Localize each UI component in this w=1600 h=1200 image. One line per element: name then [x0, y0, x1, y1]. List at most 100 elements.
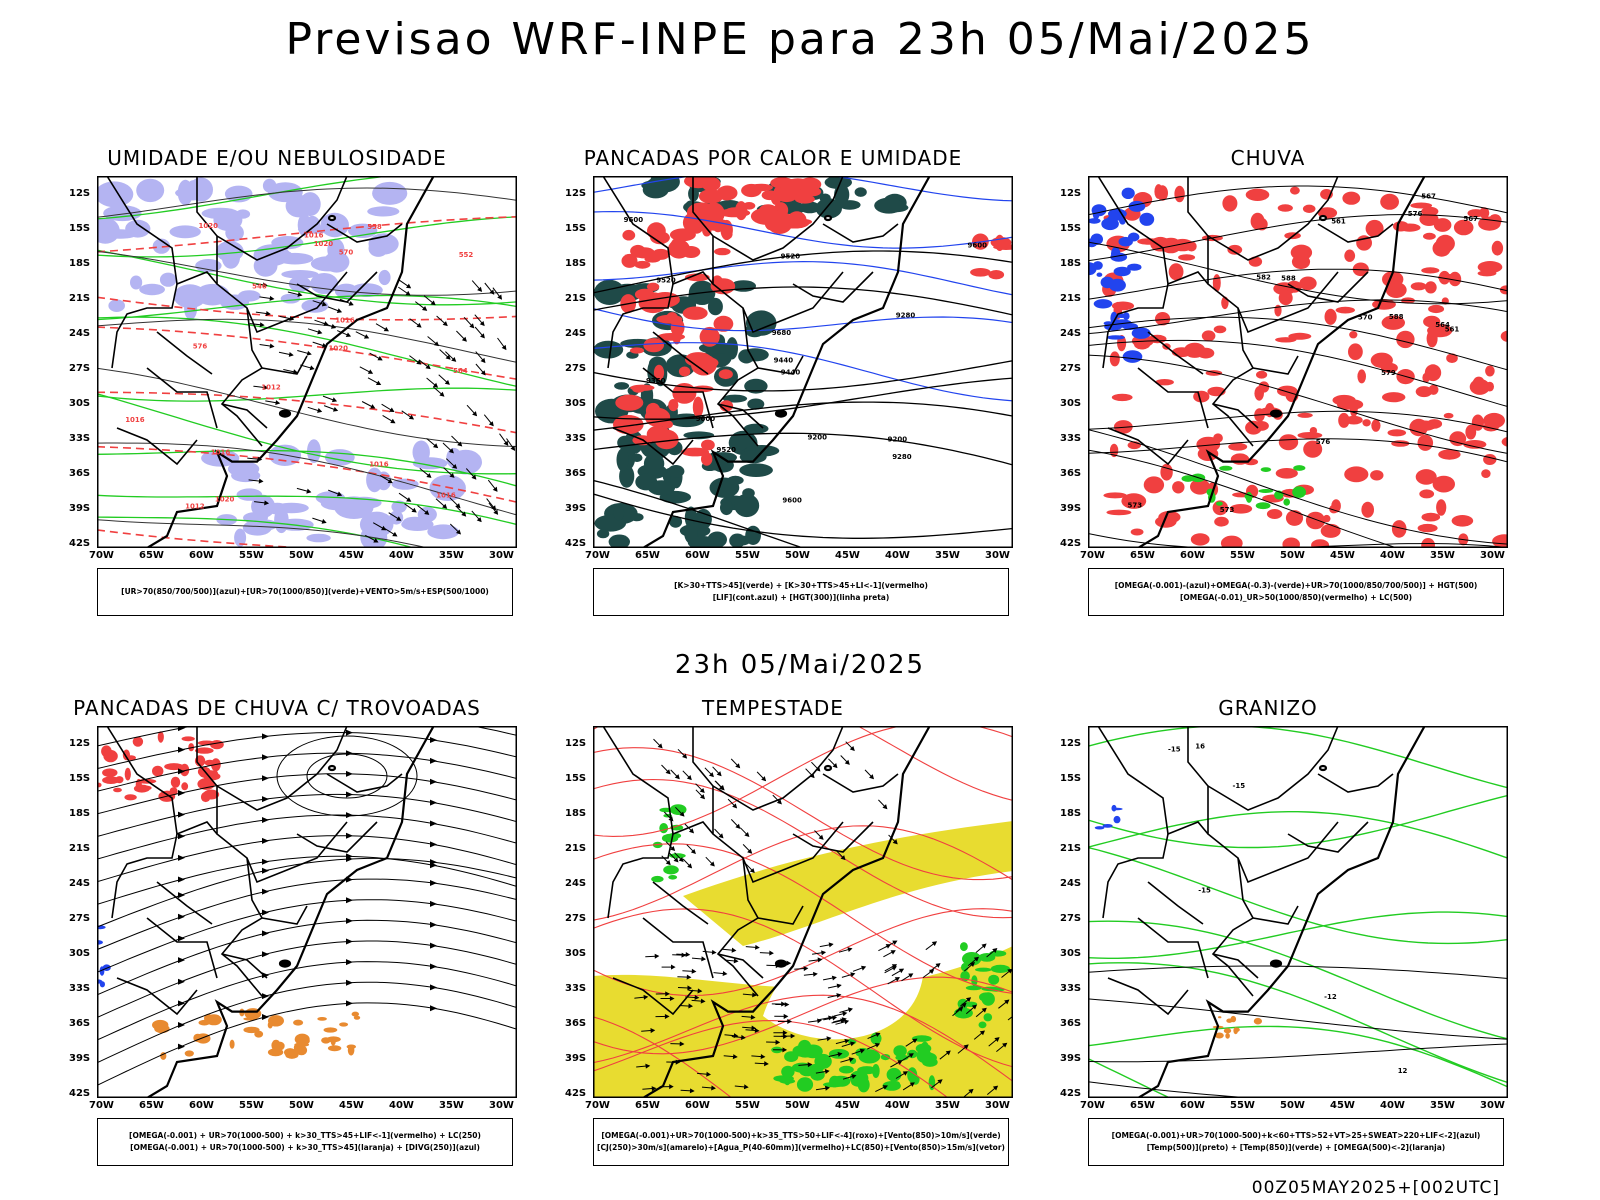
lon-tick-label: 60W: [189, 1100, 214, 1111]
lat-tick-label: 39S: [1060, 1053, 1082, 1064]
lon-tick-label: 70W: [89, 1100, 114, 1111]
lat-tick-label: 33S: [69, 433, 91, 444]
atlantic-coastline: [146, 176, 435, 548]
contour-label: 588: [1389, 313, 1404, 321]
legend-line: [Temp(500)](preto) + [Temp(850)](verde) …: [1146, 1143, 1446, 1152]
lifted-index-contours: [593, 176, 1013, 402]
lat-tick-label: 12S: [1060, 188, 1082, 199]
contour-label: 546: [252, 283, 267, 291]
lon-tick-label: 50W: [785, 1100, 810, 1111]
lat-tick-label: 18S: [69, 808, 91, 819]
contour-label: 570: [339, 249, 354, 257]
contour-label: 1016: [211, 449, 231, 457]
contour-label: 1016: [335, 317, 355, 325]
lon-tick-label: 50W: [1280, 1100, 1305, 1111]
legend-box: [K>30+TTS>45](verde) + [K>30+TTS>45+LI<-…: [593, 568, 1009, 616]
contour-label: 9520: [781, 253, 801, 261]
contour-label: 9280: [896, 311, 916, 319]
contour-label: 570: [1358, 313, 1373, 321]
lat-tick-label: 12S: [69, 738, 91, 749]
pressure-contours: [97, 187, 517, 548]
contour-label: 564: [453, 367, 468, 375]
geography: [97, 726, 435, 1098]
contour-label: 573: [1128, 502, 1143, 510]
legend-line: [OMEGA(-0.001)+UR>70(1000-500)+k>35_TTS>…: [601, 1131, 1001, 1140]
legend-line: [OMEGA(-0.001) + UR>70(1000-500) + k>30_…: [129, 1131, 481, 1140]
lon-tick-label: 40W: [1380, 1100, 1405, 1111]
lon-tick-label: 50W: [785, 550, 810, 561]
contour-label: 561: [1445, 326, 1460, 334]
lon-tick-label: 40W: [1380, 550, 1405, 561]
lat-tick-label: 18S: [69, 258, 91, 269]
lat-tick-label: 21S: [565, 843, 587, 854]
lat-tick-label: 42S: [69, 538, 91, 549]
lon-tick-label: 30W: [1480, 1100, 1505, 1111]
forecast-date: 23h 05/Mai/2025: [674, 650, 926, 680]
contour-label: -15: [1198, 887, 1211, 895]
lon-tick-label: 35W: [1430, 1100, 1455, 1111]
legend-line: [OMEGA(-0.001) + UR>70(1000-500) + k>30_…: [130, 1143, 480, 1152]
streamlines-250: [97, 726, 517, 1086]
lat-tick-label: 27S: [69, 913, 91, 924]
geography: [1088, 726, 1426, 1098]
contour-label: 1016: [125, 416, 145, 424]
legend-box: [OMEGA(-0.001)+UR>70(1000-500)+k<60+TTS>…: [1088, 1118, 1504, 1166]
contour-label: 567: [1421, 193, 1436, 201]
lagoa-dos-patos: [774, 409, 788, 418]
wind-vectors: [247, 279, 516, 543]
lon-tick-label: 60W: [685, 550, 710, 561]
contour-label: 576: [1316, 438, 1331, 446]
contour-label: 1020: [199, 222, 219, 230]
jet-stream-area: [593, 821, 1013, 1098]
lat-tick-label: 18S: [565, 258, 587, 269]
contour-label: 573: [1220, 506, 1235, 514]
lat-tick-label: 18S: [1060, 258, 1082, 269]
thickness-contours: [97, 216, 517, 548]
map-frame: [1088, 176, 1508, 548]
lagoa-dos-patos: [278, 959, 292, 968]
lon-tick-label: 70W: [1080, 1100, 1105, 1111]
panel-tempestade: TEMPESTADE 12S 15S 18S 21S 24S 27S 30S 33S 36S 39S…: [553, 696, 1013, 1196]
temp850-contours: [1088, 726, 1508, 1098]
lon-tick-label: 40W: [885, 1100, 910, 1111]
panel-title: GRANIZO: [1218, 696, 1318, 720]
humidity-low-contours: [97, 176, 517, 548]
contour-label: 1016: [304, 232, 324, 240]
lat-tick-label: 33S: [1060, 433, 1082, 444]
map-plot: 1012 1012 1016 1016 1020 1016 1020 1020 1016 1020…: [97, 176, 517, 548]
panel-granizo: GRANIZO -12 -15 -15 -15 16 12 12S 15S 18S 21S 24S 27…: [1048, 696, 1508, 1196]
precipitable-water-contours: [593, 726, 1013, 1098]
lat-tick-label: 39S: [565, 1053, 587, 1064]
contour-label: -12: [1324, 993, 1337, 1001]
panel-pancadas-calor: PANCADAS POR CALOR E UMIDADE 9680 9600 9520…: [553, 146, 1013, 646]
lon-tick-label: 45W: [1330, 1100, 1355, 1111]
map-frame: [97, 726, 517, 1098]
lagoa-dos-patos: [1269, 959, 1283, 968]
map-svg: -12 -15 -15 -15 16 12: [1088, 726, 1508, 1098]
lon-tick-label: 65W: [139, 1100, 164, 1111]
contour-label: 1016: [369, 461, 389, 469]
lat-tick-label: 27S: [565, 363, 587, 374]
lon-tick-label: 55W: [735, 1100, 760, 1111]
lat-tick-label: 18S: [565, 808, 587, 819]
lat-tick-label: 27S: [69, 363, 91, 374]
contour-label: 1012: [261, 383, 281, 391]
map-frame: [593, 726, 1013, 1098]
lat-tick-label: 21S: [69, 843, 91, 854]
state-borders: [602, 176, 899, 466]
lon-tick-label: 50W: [1280, 550, 1305, 561]
lat-tick-label: 24S: [69, 878, 91, 889]
legend-line: [OMEGA(-0.001)+UR>70(1000-500)+k<60+TTS>…: [1111, 1131, 1481, 1140]
lat-tick-label: 21S: [1060, 293, 1082, 304]
lon-tick-label: 35W: [439, 1100, 464, 1111]
legend-line: [OMEGA(-0.01)_UR>50(1000/850)(vermelho) …: [1179, 593, 1413, 602]
lon-tick-label: 70W: [585, 1100, 610, 1111]
lon-tick-label: 30W: [1480, 550, 1505, 561]
lon-tick-label: 55W: [239, 1100, 264, 1111]
atlantic-coastline: [642, 176, 931, 548]
lat-tick-label: 12S: [565, 738, 587, 749]
contour-label: 558: [367, 223, 382, 231]
lat-tick-label: 42S: [1060, 538, 1082, 549]
contour-label: 9600: [624, 216, 644, 224]
lon-tick-label: 45W: [339, 1100, 364, 1111]
